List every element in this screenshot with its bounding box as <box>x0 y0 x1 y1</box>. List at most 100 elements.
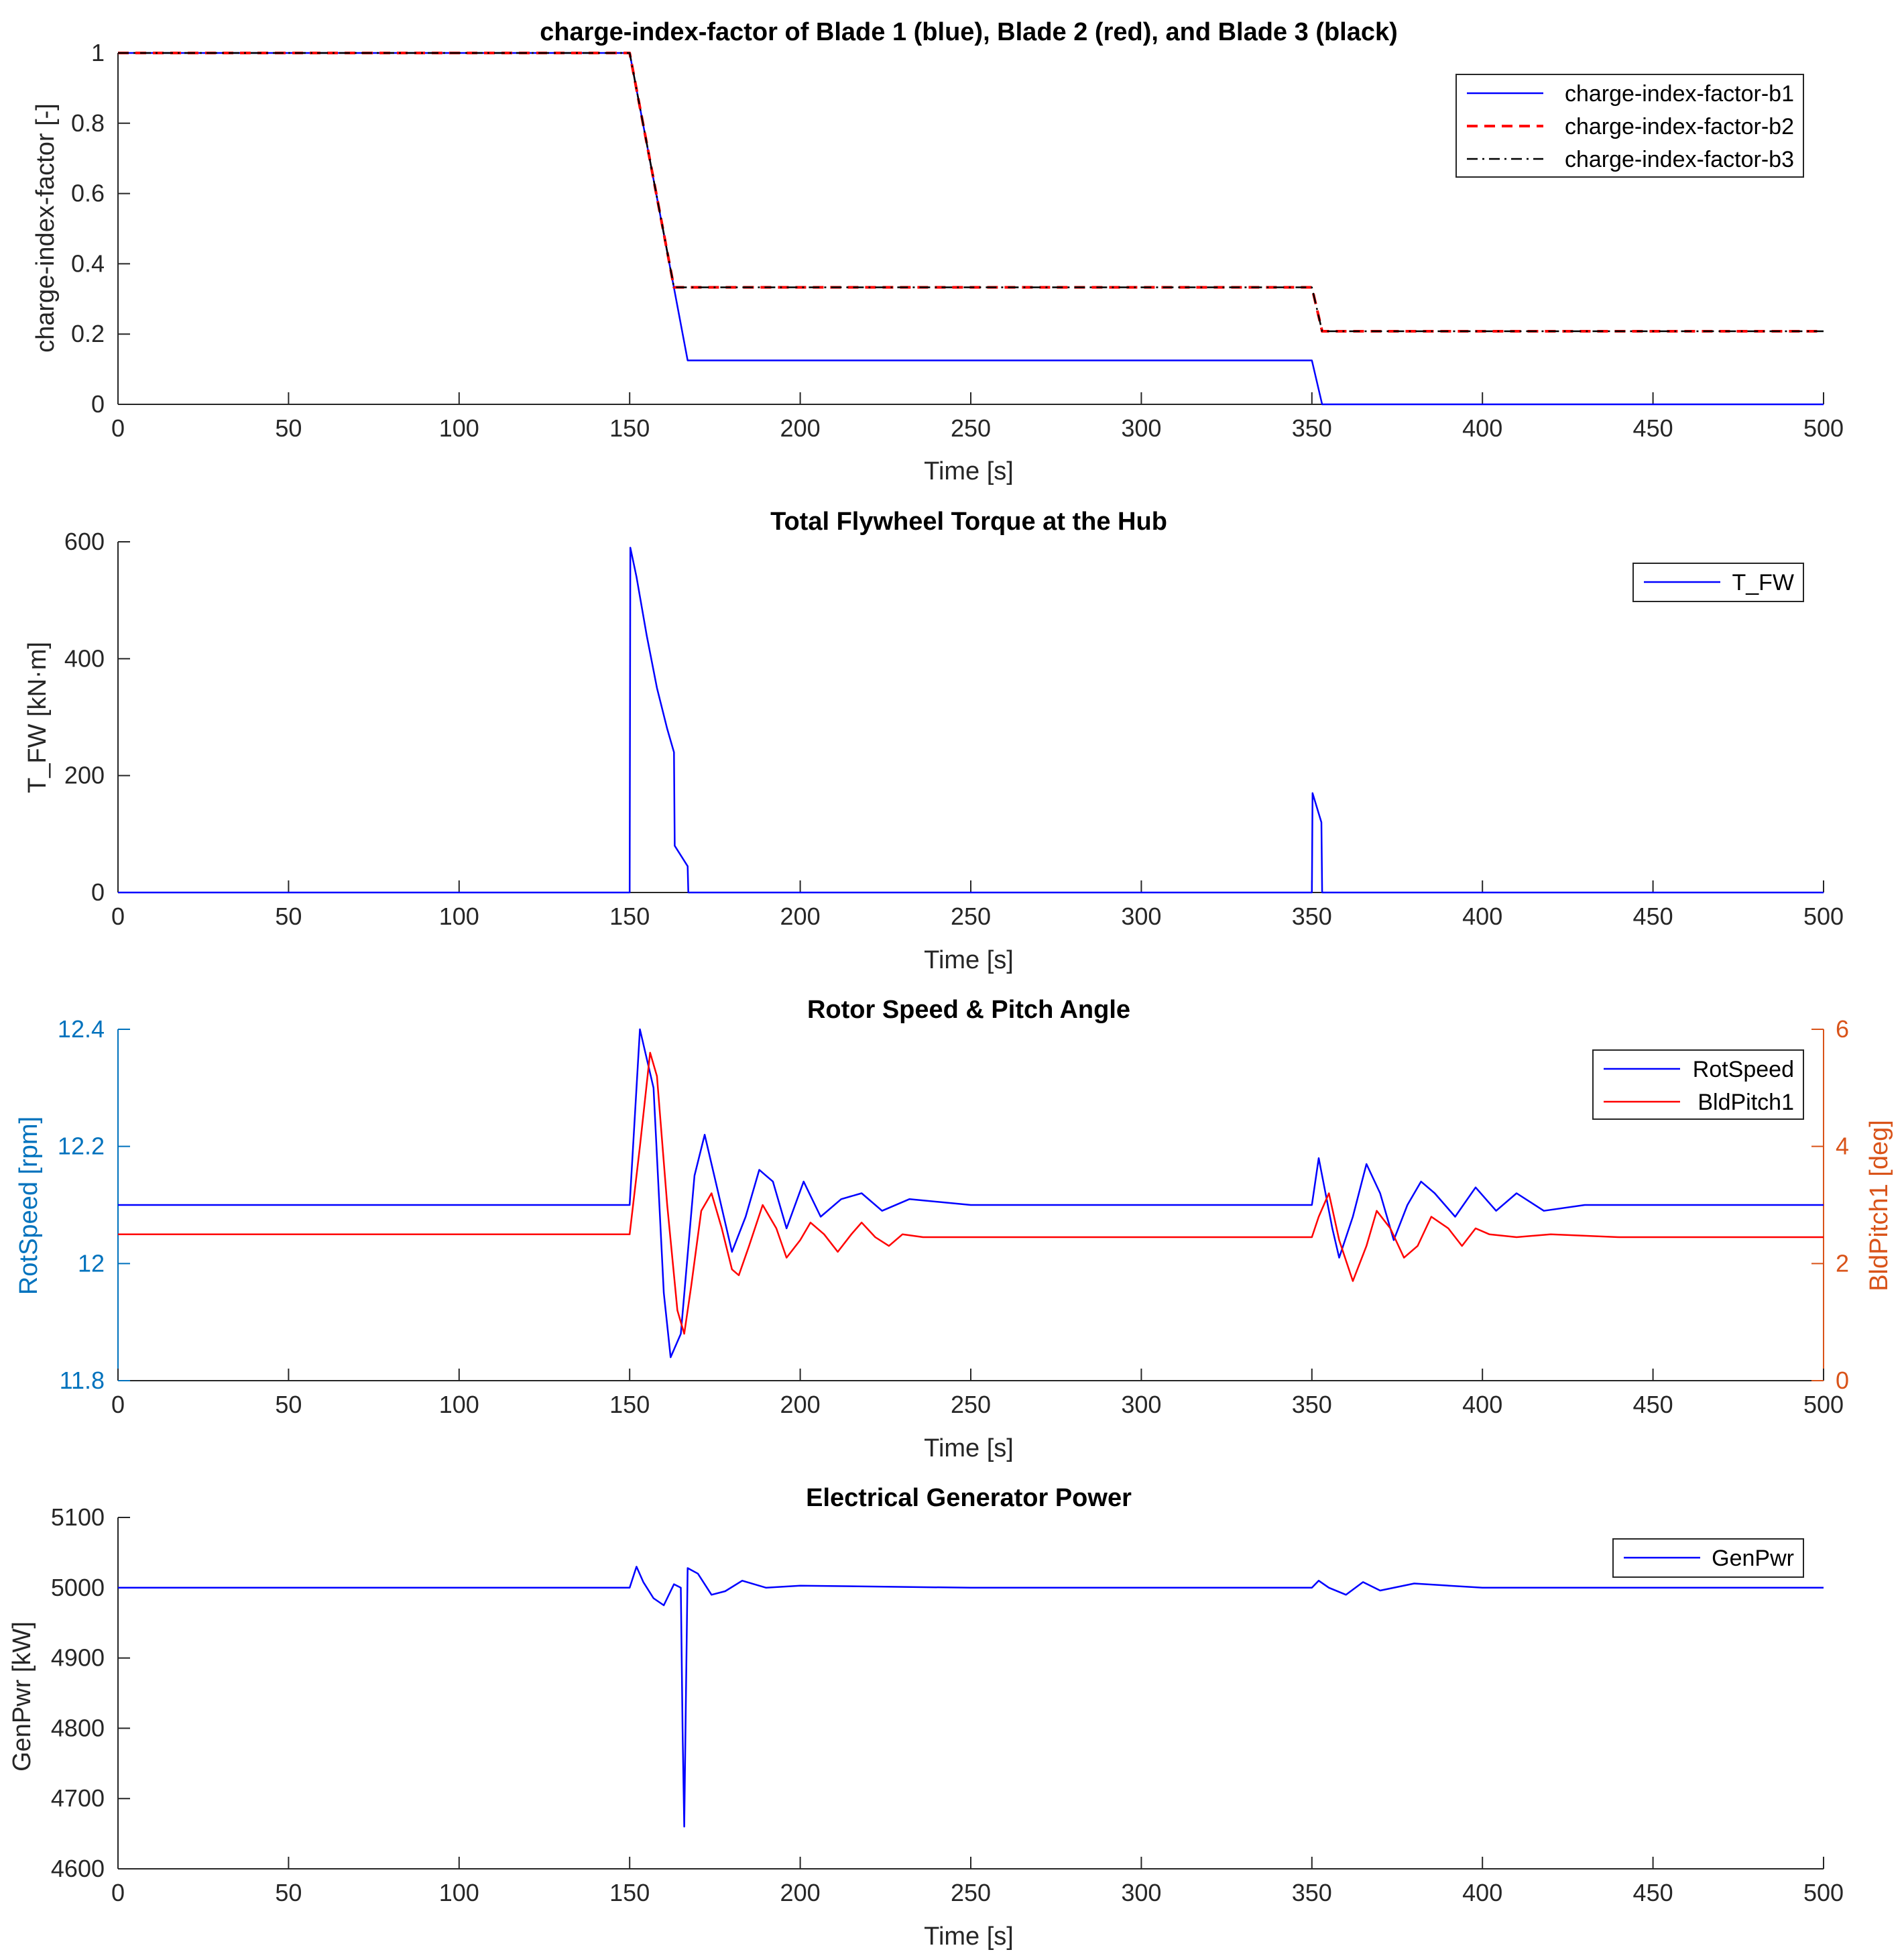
y-tick-label: 4800 <box>51 1714 105 1741</box>
x-tick-label: 500 <box>1803 1391 1844 1418</box>
y-axis-label: GenPwr [kW] <box>8 1621 36 1772</box>
x-tick-label: 200 <box>780 414 821 442</box>
series-line-rotspeed <box>118 1028 1824 1359</box>
x-tick-label: 50 <box>275 1879 302 1906</box>
y-tick-label: 4600 <box>51 1855 105 1882</box>
x-tick-label: 150 <box>609 1391 650 1418</box>
x-tick-label: 300 <box>1121 414 1161 442</box>
x-tick-label: 300 <box>1121 1391 1161 1418</box>
legend-label: T_FW <box>1732 570 1794 595</box>
x-axis-label: Time [s] <box>924 1434 1014 1462</box>
x-tick-label: 150 <box>609 1879 650 1906</box>
legend: T_FW <box>1632 563 1804 602</box>
x-tick-label: 50 <box>275 903 302 930</box>
y-tick-label: 5100 <box>51 1503 105 1531</box>
y-tick-label: 12 <box>78 1249 105 1277</box>
x-tick-label: 100 <box>439 1391 479 1418</box>
y-tick-label: 0.4 <box>71 249 105 277</box>
x-tick-label: 200 <box>780 1391 821 1418</box>
x-tick-label: 450 <box>1633 414 1673 442</box>
chart-rotor-speed-pitch: Rotor Speed & Pitch Angle 0 50 100 150 200 25… <box>15 996 1893 1462</box>
x-tick-label: 250 <box>951 1391 991 1418</box>
x-tick-label: 400 <box>1462 1391 1502 1418</box>
plot-area: 0 50 100 150 200 250 300 350 400 450 500 0 0.2 0.4 0.6… <box>71 39 1844 442</box>
x-axis-label: Time [s] <box>924 946 1014 974</box>
legend-label: charge-index-factor-b3 <box>1565 147 1794 172</box>
x-tick-label: 250 <box>951 1879 991 1906</box>
legend-label: charge-index-factor-b2 <box>1565 114 1794 139</box>
x-tick-label: 400 <box>1462 1879 1502 1906</box>
legend-label: BldPitch1 <box>1698 1090 1794 1115</box>
legend: RotSpeed BldPitch1 <box>1592 1049 1804 1120</box>
legend-label: GenPwr <box>1712 1546 1794 1571</box>
x-tick-label: 150 <box>609 414 650 442</box>
x-tick-label: 400 <box>1462 903 1502 930</box>
y-tick-label: 0 <box>91 878 105 906</box>
x-tick-label: 350 <box>1292 903 1332 930</box>
y-tick-label: 11.8 <box>60 1367 105 1394</box>
y-tick-label: 400 <box>64 644 105 672</box>
y-tick-label: 600 <box>64 528 105 555</box>
x-tick-label: 450 <box>1633 903 1673 930</box>
y-right-tick-label: 4 <box>1836 1133 1849 1160</box>
y-tick-label: 4700 <box>51 1784 105 1812</box>
x-tick-label: 100 <box>439 903 479 930</box>
y-tick-label: 0.6 <box>71 180 105 207</box>
x-axis-label: Time [s] <box>924 1922 1014 1951</box>
x-tick-label: 400 <box>1462 414 1502 442</box>
x-tick-label: 350 <box>1292 1391 1332 1418</box>
y-tick-label: 0 <box>91 390 105 418</box>
x-tick-label: 300 <box>1121 1879 1161 1906</box>
chart-title: Total Flywheel Torque at the Hub <box>770 508 1167 536</box>
x-tick-label: 200 <box>780 903 821 930</box>
chart-generator-power: Electrical Generator Power 0 50 100 150 200 2… <box>8 1484 1844 1951</box>
y-axis-label: charge-index-factor [-] <box>32 103 60 353</box>
series-line-t_fw <box>118 546 1824 894</box>
x-tick-label: 450 <box>1633 1879 1673 1906</box>
y-tick-label: 4900 <box>51 1644 105 1672</box>
y-axis-label-right: BldPitch1 [deg] <box>1865 1120 1893 1291</box>
legend: GenPwr <box>1612 1538 1804 1578</box>
chart-flywheel-torque: Total Flywheel Torque at the Hub 0 50 100 1… <box>23 508 1844 974</box>
x-tick-label: 50 <box>275 1391 302 1418</box>
x-tick-label: 350 <box>1292 414 1332 442</box>
legend-box <box>1455 74 1804 178</box>
y-tick-label: 0.2 <box>71 320 105 347</box>
plot-area: 0 50 100 150 200 250 300 350 400 450 500 0 200 400 600 <box>64 528 1844 930</box>
x-axis-label: Time [s] <box>924 457 1014 485</box>
chart-title: charge-index-factor of Blade 1 (blue), B… <box>540 18 1398 46</box>
x-tick-label: 500 <box>1803 1879 1844 1906</box>
x-tick-label: 0 <box>111 1391 125 1418</box>
chart-title: Electrical Generator Power <box>806 1484 1132 1512</box>
y-tick-label: 12.2 <box>58 1133 105 1160</box>
x-tick-label: 450 <box>1633 1391 1673 1418</box>
x-tick-label: 300 <box>1121 903 1161 930</box>
plot-area: 0 50 100 150 200 250 300 350 400 450 500 4600 4700 48… <box>51 1503 1844 1906</box>
legend-label: RotSpeed <box>1693 1057 1794 1082</box>
x-tick-label: 250 <box>951 414 991 442</box>
legend-label: charge-index-factor-b1 <box>1565 81 1794 107</box>
plot-area: 0 50 100 150 200 250 300 350 400 450 500 11.8 12 12.2… <box>58 1015 1849 1418</box>
y-axis-label-left: RotSpeed [rpm] <box>15 1116 43 1295</box>
x-tick-label: 0 <box>111 903 125 930</box>
series-line-genpwr <box>118 1566 1824 1828</box>
x-tick-label: 500 <box>1803 414 1844 442</box>
x-tick-label: 250 <box>951 903 991 930</box>
x-tick-label: 0 <box>111 1879 125 1906</box>
y-tick-label: 12.4 <box>58 1015 105 1043</box>
series-line-bldpitch1 <box>118 1051 1824 1335</box>
legend-box <box>1592 1049 1804 1120</box>
x-tick-label: 50 <box>275 414 302 442</box>
y-tick-label: 5000 <box>51 1574 105 1601</box>
y-tick-label: 200 <box>64 762 105 789</box>
x-tick-label: 500 <box>1803 903 1844 930</box>
x-tick-label: 150 <box>609 903 650 930</box>
y-right-tick-label: 2 <box>1836 1249 1849 1277</box>
x-tick-label: 100 <box>439 1879 479 1906</box>
y-right-tick-label: 0 <box>1836 1367 1849 1394</box>
y-axis-label: T_FW [kN·m] <box>23 642 52 793</box>
x-tick-label: 350 <box>1292 1879 1332 1906</box>
x-tick-label: 0 <box>111 414 125 442</box>
